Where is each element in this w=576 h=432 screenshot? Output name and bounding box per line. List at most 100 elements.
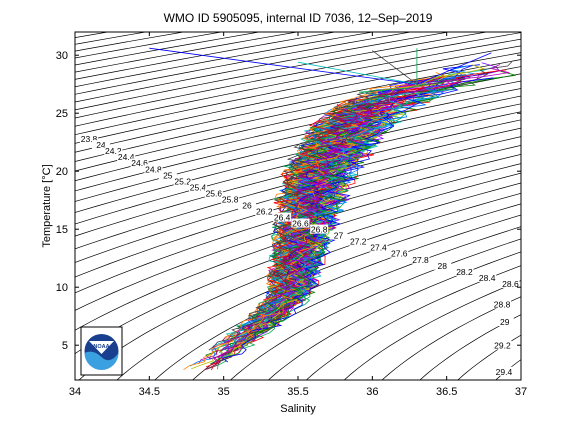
isopycnal-line xyxy=(75,103,521,213)
isopycnal-line xyxy=(75,163,521,311)
x-axis: 34 34.5 35 35.5 36 36.5 37 xyxy=(69,32,527,398)
isopycnal-line xyxy=(267,251,521,380)
x-axis-label: Salinity xyxy=(280,403,316,415)
isopycnal-line xyxy=(75,80,521,182)
isopycnal-label-bg xyxy=(204,188,223,198)
isopycnal-label-bg xyxy=(104,146,123,156)
isopycnal-line xyxy=(419,314,521,380)
x-tick-label: 34.5 xyxy=(139,386,160,398)
isopycnal-label: 23.8 xyxy=(81,134,98,144)
profile-line xyxy=(236,116,370,345)
isopycnal-label-bg xyxy=(310,224,329,234)
isopycnal-line xyxy=(75,32,375,88)
isopycnal-label: 28.6 xyxy=(502,279,519,289)
isopycnal-line xyxy=(381,296,521,380)
isopycnal-label: 28.2 xyxy=(456,267,473,277)
profile-outlier xyxy=(372,50,418,85)
isopycnal-label: 25.2 xyxy=(174,176,191,186)
svg-text:NOAA: NOAA xyxy=(93,344,109,350)
profile-line xyxy=(248,104,364,321)
isopycnal-label-bg xyxy=(273,212,292,222)
isopycnal-label: 27.2 xyxy=(350,237,367,247)
profile-outlier xyxy=(149,47,417,85)
isopycnal-line xyxy=(75,111,521,225)
isopycnal-label: 29.4 xyxy=(496,367,513,377)
y-tick-label: 10 xyxy=(56,282,68,294)
profile-line xyxy=(262,117,331,301)
isopycnal-line xyxy=(229,238,521,380)
profile-line xyxy=(205,82,445,368)
isopycnal-label-bg xyxy=(144,164,163,174)
isopycnal-label-bg xyxy=(349,236,368,246)
profile-line xyxy=(221,77,494,363)
isopycnal-label: 25.8 xyxy=(222,194,239,204)
isopycnal-line xyxy=(75,32,489,111)
isopycnal-label: 29 xyxy=(500,317,510,327)
isopycnal-label-bg xyxy=(478,272,497,282)
y-axis-label: Temperature [°C] xyxy=(41,164,53,247)
isopycnal-label-bg xyxy=(189,182,208,192)
isopycnal-label-bg xyxy=(493,340,512,350)
x-tick-label: 36.5 xyxy=(436,386,457,398)
isopycnal-label-bg xyxy=(329,230,348,240)
isopycnal-label-bg xyxy=(494,366,513,376)
isopycnal-label-bg xyxy=(495,317,514,327)
profile-line xyxy=(273,120,370,297)
y-tick-label: 25 xyxy=(56,108,68,120)
isopycnal-label-bg xyxy=(433,260,452,270)
isopycnal-label: 28.4 xyxy=(479,273,496,283)
isopycnal-line xyxy=(75,127,521,250)
profile-line xyxy=(298,115,397,300)
isopycnal-label: 27.8 xyxy=(412,255,429,265)
isopycnal-label: 29.2 xyxy=(494,340,511,350)
isopycnal-line xyxy=(75,38,521,127)
isopycnal-label-bg xyxy=(411,254,430,264)
isopycnal-line xyxy=(75,52,521,144)
isopycnal-label: 25.4 xyxy=(190,182,207,192)
isopycnal-label-bg xyxy=(255,206,274,216)
x-tick-label: 35 xyxy=(218,386,230,398)
isopycnal-line xyxy=(305,265,521,380)
isopycnal-line xyxy=(75,32,413,95)
x-tick-label: 36 xyxy=(366,386,378,398)
isopycnal-label-bg xyxy=(369,242,388,252)
isopycnal-label: 25 xyxy=(163,170,173,180)
isopycnal-label-bg xyxy=(455,266,474,276)
isopycnal-label: 25.6 xyxy=(206,188,223,198)
isopycnal-line xyxy=(75,119,521,237)
isopycnal-label-bg xyxy=(390,248,409,258)
isopycnal-label: 24 xyxy=(96,140,106,150)
x-tick-label: 35.5 xyxy=(287,386,308,398)
y-tick-label: 15 xyxy=(56,224,68,236)
isopycnal-label: 24.4 xyxy=(118,152,135,162)
isopycnal-line xyxy=(78,192,521,380)
isopycnal-label: 27.4 xyxy=(370,243,387,253)
isopycnal-label: 26.4 xyxy=(274,213,291,223)
profile-lines xyxy=(149,47,516,371)
isopycnal-label-bg xyxy=(158,170,177,180)
isopycnal-label: 24.8 xyxy=(145,164,162,174)
isopycnal-line xyxy=(343,280,521,380)
noaa-logo: NOAA xyxy=(80,326,123,376)
isopycnal-label-bg xyxy=(493,299,512,309)
isopycnal-label-bg xyxy=(117,152,136,162)
isopycnal-label: 28 xyxy=(438,261,448,271)
isopycnal-label-bg xyxy=(173,176,192,186)
isopycnal-label-bg xyxy=(91,140,110,150)
profile-line xyxy=(268,97,390,302)
isopycnal-label: 26.6 xyxy=(292,219,309,229)
isopycnal-labels: 23.82424.224.424.624.82525.225.425.625.8… xyxy=(80,134,520,377)
isopycnal-line xyxy=(116,203,521,380)
isopycnal-label: 26 xyxy=(242,200,252,210)
isopycnal-label-bg xyxy=(291,218,310,228)
isopycnal-label: 28.8 xyxy=(494,299,511,309)
isopycnal-line xyxy=(75,32,451,103)
x-tick-label: 37 xyxy=(515,386,527,398)
isopycnal-label-bg xyxy=(501,278,520,288)
isopycnal-label: 24.6 xyxy=(131,158,148,168)
y-tick-label: 5 xyxy=(62,340,68,352)
isopycnal-label-bg xyxy=(80,134,99,144)
isopycnal-line xyxy=(75,45,521,136)
isopycnal-label-bg xyxy=(221,194,240,204)
